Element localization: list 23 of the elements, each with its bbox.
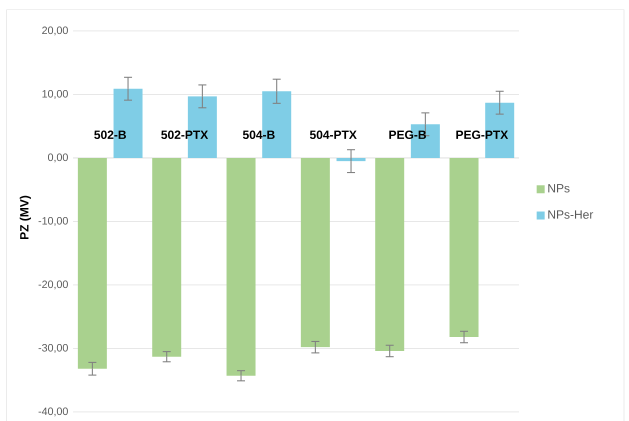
- legend-label: NPs: [548, 184, 570, 193]
- y-tick-label: -40,00: [38, 408, 68, 416]
- bar: [226, 158, 256, 376]
- bar: [450, 158, 479, 338]
- y-tick-label: -30,00: [38, 344, 68, 353]
- x-tick-label: 502-PTX: [161, 130, 208, 140]
- x-tick-label: 504-B: [242, 130, 275, 140]
- y-tick-label: 0,00: [48, 154, 68, 162]
- x-tick-label: 504-PTX: [310, 130, 357, 140]
- y-tick-label: 20,00: [42, 26, 68, 36]
- bar: [375, 158, 404, 351]
- legend-label: NPs-Her: [548, 210, 594, 219]
- y-tick-label: -10,00: [38, 217, 68, 226]
- bar: [78, 158, 107, 369]
- y-tick-label: -20,00: [38, 280, 68, 290]
- bar: [152, 158, 182, 357]
- x-tick-label: 502-B: [94, 130, 126, 140]
- y-tick-label: 10,00: [42, 90, 68, 99]
- x-tick-label: PEG-PTX: [456, 130, 508, 140]
- bar: [300, 158, 330, 348]
- x-tick-label: PEG-B: [389, 130, 426, 140]
- bar: [336, 158, 366, 162]
- y-axis-title: PZ (MV): [20, 196, 31, 240]
